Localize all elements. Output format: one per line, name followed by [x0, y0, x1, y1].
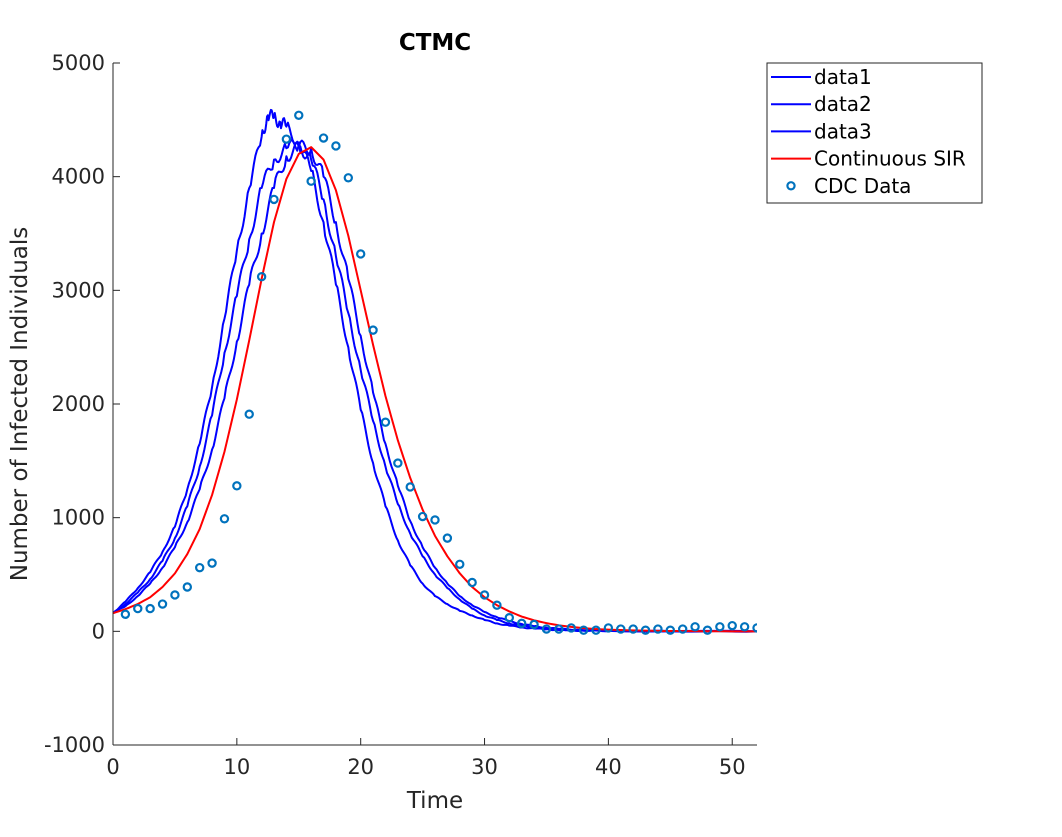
scatter-point-cdc-data	[182, 582, 193, 592]
x-tick-label: 40	[595, 755, 622, 779]
scatter-point-cdc-data	[752, 623, 757, 633]
y-tick-label: 5000	[52, 51, 105, 75]
scatter-point-cdc-data	[355, 249, 366, 259]
scatter-point-cdc-data	[616, 624, 626, 634]
y-tick-label: 2000	[52, 392, 105, 416]
legend-label-cdc-data: CDC Data	[814, 174, 911, 198]
scatter-point-cdc-data	[591, 625, 601, 635]
scatter-point-cdc-data	[145, 603, 155, 614]
scatter-point-cdc-data	[739, 622, 750, 632]
scatter-point-cdc-data	[331, 141, 341, 151]
x-tick-label: 10	[223, 755, 250, 779]
scatter-point-cdc-data	[455, 559, 465, 569]
scatter-point-cdc-data	[219, 514, 230, 524]
x-axis-title: Time	[406, 788, 463, 814]
scatter-point-cdc-data	[467, 577, 477, 588]
y-axis-title: Number of Infected Individuals	[7, 227, 33, 582]
y-tick-label: 4000	[52, 165, 105, 189]
scatter-point-cdc-data	[566, 623, 576, 633]
scatter-point-cdc-data	[318, 133, 329, 143]
y-tick-label: 0	[92, 619, 105, 643]
scatter-point-cdc-data	[702, 625, 713, 635]
y-tick-label: -1000	[44, 733, 105, 757]
scatter-point-cdc-data	[479, 590, 490, 600]
y-tick-label: 1000	[52, 506, 105, 530]
scatter-point-cdc-data	[133, 603, 143, 614]
legend: data1 data2 data3 Continuous SIR CDC Data	[766, 62, 983, 204]
scatter-point-cdc-data	[603, 623, 614, 633]
scatter-point-cdc-data	[368, 325, 378, 335]
scatter-point-cdc-data	[715, 622, 725, 632]
x-tick-label: 50	[719, 755, 746, 779]
x-tick-label: 0	[106, 755, 119, 779]
x-tick-label: 30	[471, 755, 498, 779]
scatter-point-cdc-data	[578, 625, 589, 635]
series-line-data2	[113, 139, 757, 633]
scatter-point-cdc-data	[244, 409, 254, 419]
scatter-point-cdc-data	[170, 590, 180, 600]
scatter-point-cdc-data	[727, 620, 737, 631]
scatter-point-cdc-data	[232, 481, 242, 491]
plot-area	[113, 108, 757, 635]
scatter-point-cdc-data	[281, 134, 292, 144]
legend-box	[766, 62, 983, 204]
legend-label-data3: data3	[814, 119, 872, 143]
scatter-point-cdc-data	[393, 458, 403, 468]
scatter-point-cdc-data	[554, 624, 564, 634]
chart-title: CTMC	[399, 30, 471, 56]
scatter-point-cdc-data	[194, 562, 205, 573]
legend-label-continuous-sir: Continuous SIR	[814, 147, 966, 171]
scatter-point-cdc-data	[207, 558, 217, 568]
scatter-point-cdc-data	[516, 618, 527, 629]
scatter-point-cdc-data	[653, 624, 663, 634]
scatter-point-cdc-data	[256, 271, 267, 282]
scatter-point-cdc-data	[541, 624, 552, 634]
legend-label-data2: data2	[814, 92, 872, 116]
legend-label-data1: data1	[814, 65, 872, 89]
scatter-point-cdc-data	[628, 624, 638, 634]
scatter-point-cdc-data	[504, 612, 515, 623]
scatter-point-cdc-data	[665, 625, 676, 635]
x-tick-label: 20	[347, 755, 374, 779]
legend-swatch-cdc-data	[786, 181, 796, 191]
scatter-point-cdc-data	[380, 417, 391, 427]
scatter-point-cdc-data	[343, 173, 354, 183]
scatter-point-cdc-data	[640, 625, 651, 635]
scatter-point-cdc-data	[430, 515, 440, 525]
scatter-point-cdc-data	[306, 176, 316, 186]
y-tick-label: 3000	[52, 278, 105, 302]
scatter-point-cdc-data	[677, 624, 688, 634]
scatter-point-cdc-data	[690, 622, 700, 632]
scatter-point-cdc-data	[269, 194, 279, 205]
scatter-point-cdc-data	[405, 482, 415, 492]
scatter-point-cdc-data	[120, 609, 131, 619]
scatter-point-cdc-data	[417, 511, 428, 522]
scatter-point-cdc-data	[442, 533, 453, 543]
scatter-point-cdc-data	[529, 619, 539, 630]
scatter-point-cdc-data	[157, 599, 168, 609]
scatter-point-cdc-data	[492, 600, 502, 610]
scatter-point-cdc-data	[294, 110, 304, 120]
